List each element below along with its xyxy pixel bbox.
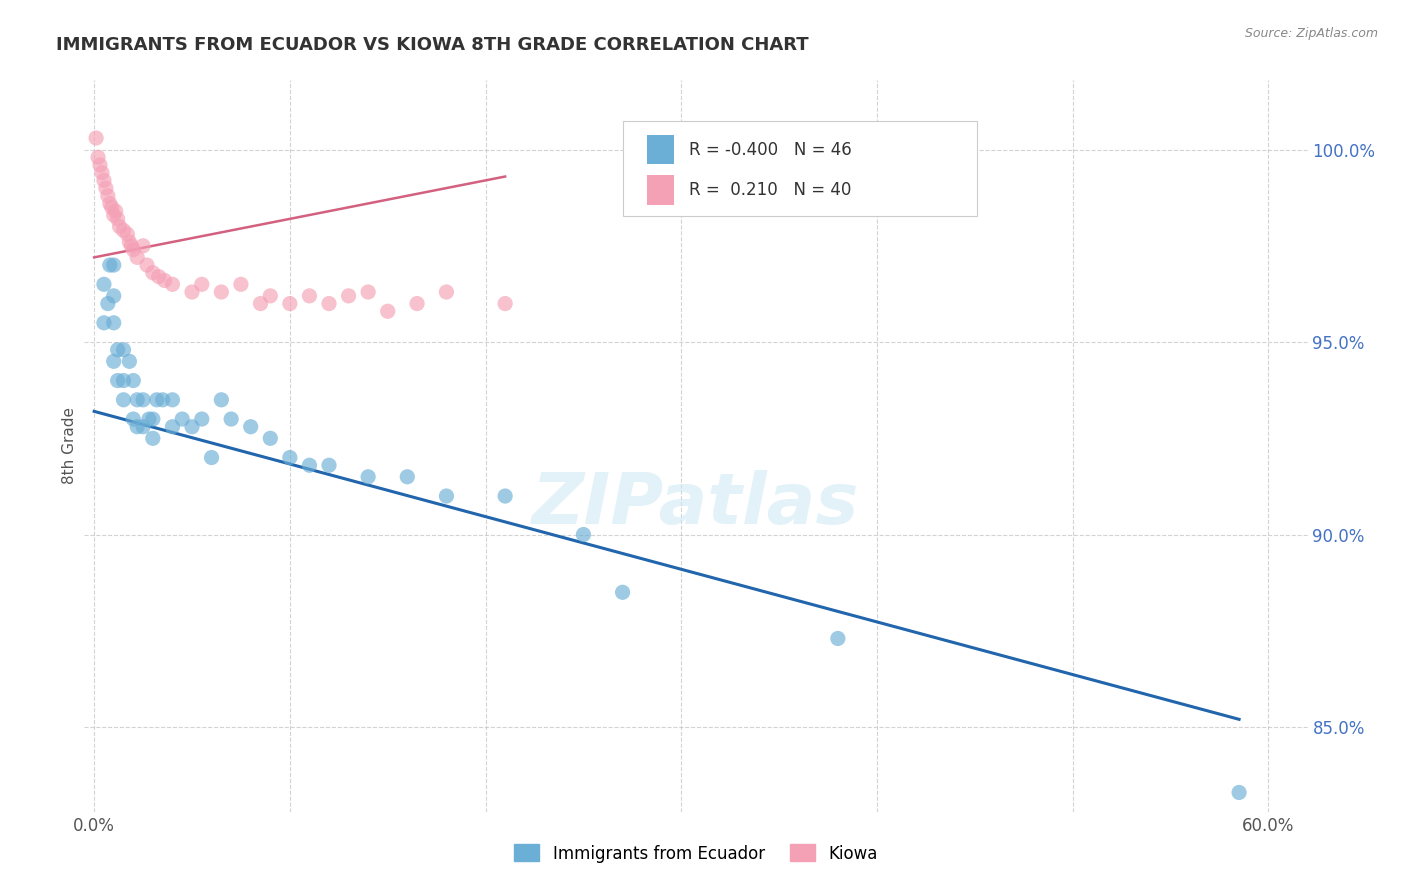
Point [209, 285, 232, 299]
Point [337, 289, 360, 303]
Point [572, 527, 595, 541]
Point [108, 219, 131, 234]
Point [136, 258, 159, 272]
Point [162, 277, 184, 292]
Point [827, 632, 849, 646]
Point [97, 296, 120, 310]
Point [103, 208, 125, 222]
Point [259, 289, 281, 303]
Point [200, 450, 222, 465]
Point [100, 200, 122, 214]
Point [132, 239, 155, 253]
Point [118, 354, 141, 368]
FancyBboxPatch shape [647, 135, 673, 164]
Point [436, 489, 458, 503]
Point [259, 431, 281, 445]
Point [219, 412, 242, 426]
Point [298, 458, 321, 473]
Point [181, 419, 204, 434]
Point [132, 419, 155, 434]
Point [406, 296, 429, 310]
Point [103, 316, 125, 330]
Y-axis label: 8th Grade: 8th Grade [62, 408, 77, 484]
Point [93, 316, 115, 330]
Point [181, 285, 204, 299]
Point [142, 412, 165, 426]
Point [239, 419, 262, 434]
Point [117, 227, 139, 242]
Point [318, 458, 340, 473]
Text: Source: ZipAtlas.com: Source: ZipAtlas.com [1244, 27, 1378, 40]
Point [107, 374, 129, 388]
Point [122, 412, 145, 426]
Legend: Immigrants from Ecuador, Kiowa: Immigrants from Ecuador, Kiowa [508, 838, 884, 869]
Point [118, 235, 141, 249]
Point [318, 296, 340, 310]
Text: ZIPatlas: ZIPatlas [533, 470, 859, 539]
Point [91, 166, 114, 180]
Point [1227, 785, 1250, 799]
Point [494, 296, 516, 310]
Point [191, 277, 214, 292]
Point [396, 470, 419, 484]
Point [127, 251, 149, 265]
Point [278, 296, 301, 310]
Point [87, 150, 110, 164]
Point [112, 343, 135, 357]
Point [89, 158, 111, 172]
Point [112, 374, 135, 388]
Point [104, 204, 127, 219]
Point [152, 392, 174, 407]
Point [103, 258, 125, 272]
Point [357, 285, 380, 299]
Point [162, 419, 184, 434]
Point [112, 223, 135, 237]
Text: R =  0.210   N = 40: R = 0.210 N = 40 [689, 181, 851, 199]
Point [278, 450, 301, 465]
Point [612, 585, 634, 599]
Point [94, 181, 117, 195]
Point [98, 258, 121, 272]
Point [127, 392, 149, 407]
Point [357, 470, 380, 484]
Point [127, 419, 149, 434]
Point [146, 392, 169, 407]
Point [132, 392, 155, 407]
Point [298, 289, 321, 303]
Point [494, 489, 516, 503]
Point [93, 277, 115, 292]
Point [107, 343, 129, 357]
Point [122, 374, 145, 388]
Point [107, 211, 129, 226]
Text: IMMIGRANTS FROM ECUADOR VS KIOWA 8TH GRADE CORRELATION CHART: IMMIGRANTS FROM ECUADOR VS KIOWA 8TH GRA… [56, 36, 808, 54]
Point [103, 354, 125, 368]
Point [153, 273, 176, 287]
Point [112, 392, 135, 407]
Point [191, 412, 214, 426]
Point [120, 239, 142, 253]
Point [162, 392, 184, 407]
Point [97, 188, 120, 202]
FancyBboxPatch shape [623, 120, 977, 216]
Point [436, 285, 458, 299]
Point [229, 277, 252, 292]
Point [103, 289, 125, 303]
Point [98, 196, 121, 211]
Point [142, 266, 165, 280]
Point [209, 392, 232, 407]
Point [249, 296, 271, 310]
Point [377, 304, 399, 318]
FancyBboxPatch shape [647, 176, 673, 204]
Text: R = -0.400   N = 46: R = -0.400 N = 46 [689, 141, 852, 159]
Point [138, 412, 160, 426]
Point [142, 431, 165, 445]
Point [84, 131, 107, 145]
Point [148, 269, 170, 284]
Point [122, 243, 145, 257]
Point [172, 412, 194, 426]
Point [93, 173, 115, 187]
